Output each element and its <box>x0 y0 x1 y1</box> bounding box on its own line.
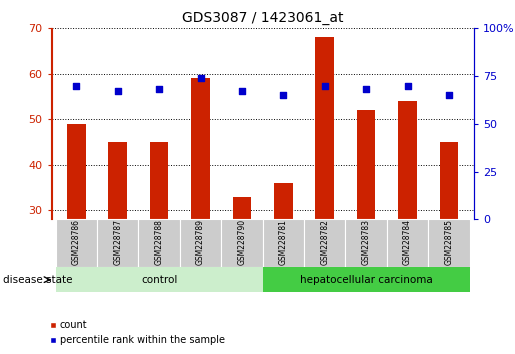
Bar <box>67 124 85 219</box>
Bar <box>398 101 417 219</box>
Text: GSM228789: GSM228789 <box>196 219 205 265</box>
Bar <box>263 219 304 267</box>
Point <box>362 87 370 92</box>
Bar <box>315 38 334 219</box>
Point <box>403 83 411 88</box>
Bar <box>428 219 470 267</box>
Bar <box>440 142 458 219</box>
Bar <box>263 267 470 292</box>
Bar <box>387 219 428 267</box>
Point <box>155 87 163 92</box>
Text: control: control <box>141 275 177 285</box>
Bar <box>150 142 168 219</box>
Text: GSM228783: GSM228783 <box>362 219 371 265</box>
Bar <box>56 267 263 292</box>
Bar <box>180 219 221 267</box>
Text: GSM228782: GSM228782 <box>320 219 329 265</box>
Text: GSM228790: GSM228790 <box>237 219 247 265</box>
Point <box>279 92 287 98</box>
Text: GSM228787: GSM228787 <box>113 219 122 265</box>
Text: disease state: disease state <box>3 275 72 285</box>
Point <box>321 83 329 88</box>
Text: GSM228785: GSM228785 <box>444 219 454 265</box>
Bar <box>97 219 139 267</box>
Bar <box>274 183 293 219</box>
Bar <box>191 78 210 219</box>
Legend: count, percentile rank within the sample: count, percentile rank within the sample <box>46 316 229 349</box>
Bar <box>304 219 346 267</box>
Text: GSM228781: GSM228781 <box>279 219 288 265</box>
Text: hepatocellular carcinoma: hepatocellular carcinoma <box>300 275 433 285</box>
Bar <box>56 219 97 267</box>
Point <box>196 75 204 81</box>
Text: GSM228788: GSM228788 <box>154 219 164 265</box>
Text: GSM228786: GSM228786 <box>72 219 81 265</box>
Point <box>238 88 246 94</box>
Bar <box>221 219 263 267</box>
Bar <box>357 110 375 219</box>
Point <box>114 88 122 94</box>
Point <box>72 83 80 88</box>
Point <box>445 92 453 98</box>
Bar <box>109 142 127 219</box>
Bar <box>346 219 387 267</box>
Bar <box>233 197 251 219</box>
Text: GSM228784: GSM228784 <box>403 219 412 265</box>
Bar <box>139 219 180 267</box>
Title: GDS3087 / 1423061_at: GDS3087 / 1423061_at <box>182 11 344 24</box>
